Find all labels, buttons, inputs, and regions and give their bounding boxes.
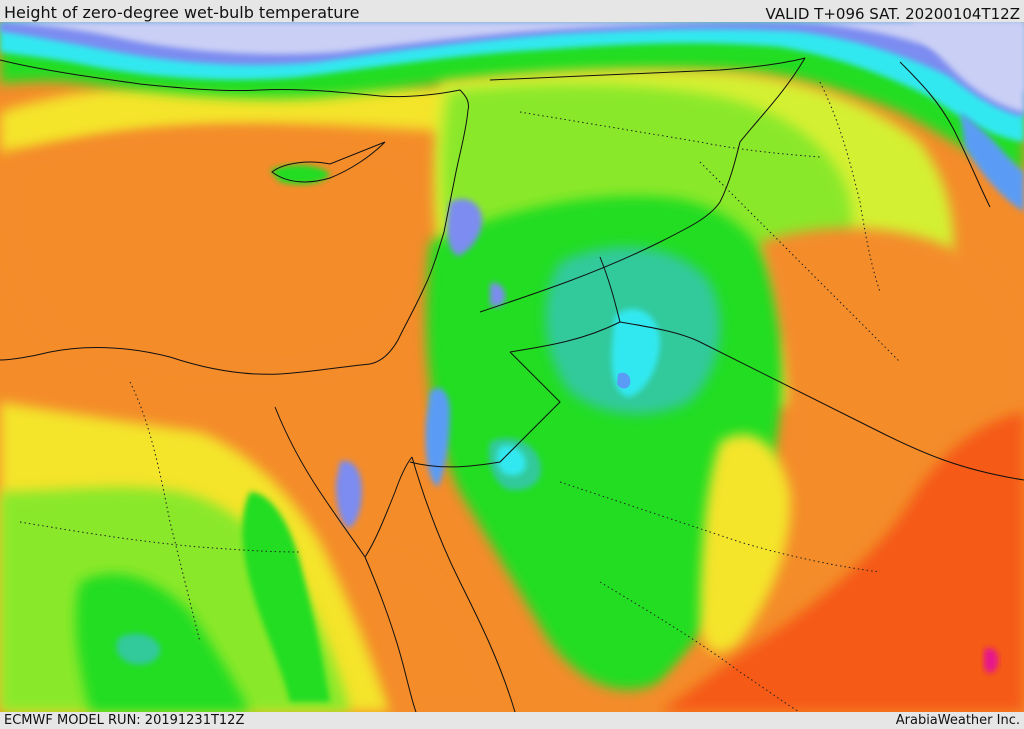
saudi-province-line	[559, 481, 881, 573]
egypt-internal-boundary	[129, 381, 201, 643]
red-sea-orange	[379, 552, 505, 712]
arabia-magenta-spot	[984, 647, 999, 673]
dotted-boundaries	[19, 81, 901, 712]
central-blue-dot	[617, 372, 631, 389]
footer-bar: ECMWF MODEL RUN: 20191231T12Z ArabiaWeat…	[0, 712, 1024, 729]
med-yellow-margin	[0, 79, 450, 152]
map-lines	[0, 57, 1024, 712]
med-orange-core	[7, 127, 440, 373]
iraq-province-line	[699, 161, 901, 363]
lebanon-blue-pocket	[447, 198, 483, 256]
arabia-red-zone	[660, 412, 1024, 712]
title-bar: Height of zero-degree wet-bulb temperatu…	[0, 0, 1024, 23]
ne-blue-edge	[960, 112, 1024, 212]
sw-green-strip	[242, 492, 330, 702]
jordan-iraq-border	[599, 256, 701, 343]
egypt-governorate-line	[19, 521, 301, 553]
north-lavender-band	[0, 22, 1024, 92]
golan-blue-spot	[490, 282, 506, 307]
arabia-yellow-edge	[700, 434, 791, 653]
jordan-valley-blue	[425, 388, 450, 487]
sinai-gulf-suez	[274, 406, 366, 558]
sw-teal-patch	[116, 633, 161, 665]
sinai-gulf-aqaba	[364, 456, 413, 558]
sinai-blue-pocket	[335, 460, 362, 528]
iran-border-line	[819, 81, 881, 293]
persian-gulf-coast	[899, 61, 991, 208]
levant-coastline	[369, 109, 469, 365]
red-sea-west-coast	[364, 556, 417, 712]
valid-time-label: VALID T+096 SAT. 20200104T12Z	[765, 5, 1020, 23]
arabia-south-line	[599, 581, 801, 712]
syria-iraq-border	[489, 57, 806, 81]
map-canvas	[0, 22, 1024, 712]
east-cyan-patch	[497, 445, 526, 476]
credit-label: ArabiaWeather Inc.	[895, 713, 1020, 728]
turkey-coastline	[0, 59, 469, 111]
color-field-layers	[0, 22, 1024, 712]
cyprus-outline	[271, 141, 386, 183]
wet-bulb-zero-height-map	[0, 22, 1024, 712]
ne-lavender-lobe	[910, 22, 1024, 112]
cyprus-green	[270, 165, 330, 185]
egypt-coastline	[0, 346, 371, 375]
map-title: Height of zero-degree wet-bulb temperatu…	[4, 3, 360, 22]
model-run-label: ECMWF MODEL RUN: 20191231T12Z	[4, 713, 245, 728]
red-sea-east-coast	[411, 456, 516, 712]
sw-deep-green-zone	[75, 573, 250, 712]
iraq-saudi-border	[699, 341, 1024, 481]
jordan-saudi-border	[409, 321, 621, 468]
syria-jordan-border	[479, 57, 806, 313]
